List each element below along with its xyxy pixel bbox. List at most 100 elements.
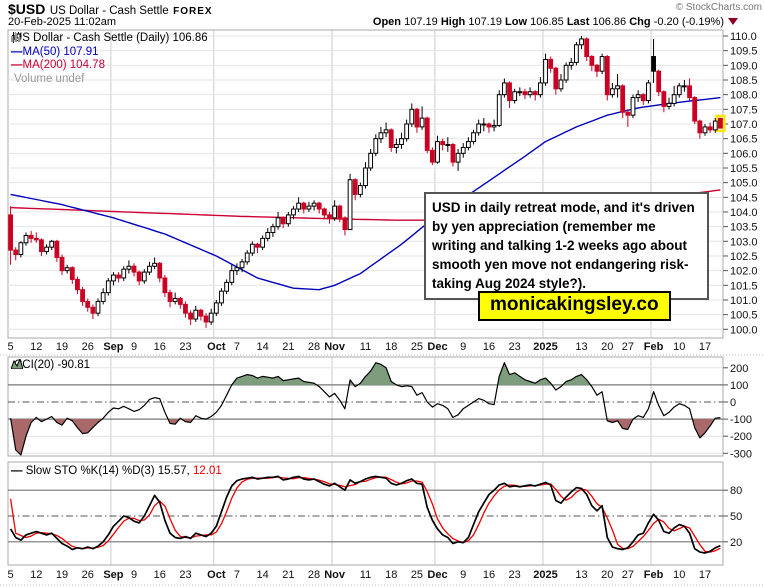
- axis-label: 19: [56, 569, 68, 581]
- candle-body: [507, 82, 512, 102]
- fill-above-threshold: [497, 362, 552, 385]
- candle-body: [311, 202, 317, 207]
- candle-body: [424, 117, 430, 151]
- candle-body: [414, 108, 420, 128]
- candle-body: [85, 300, 91, 308]
- axis-label: 103.0: [730, 236, 758, 248]
- open-label: Open: [372, 16, 402, 28]
- axis-label: 20: [730, 537, 742, 549]
- ma200-swatch: —: [11, 59, 23, 71]
- axis-label: Feb: [644, 569, 664, 581]
- axis-label: 27: [622, 569, 634, 581]
- candle-body: [13, 249, 19, 256]
- axis-label: 101.5: [730, 280, 758, 292]
- legend-volume-label[interactable]: Volume undef: [14, 72, 85, 85]
- candle-body: [193, 309, 199, 320]
- sto-label[interactable]: Slow STO %K(14) %D(3) 15.57,: [25, 465, 190, 477]
- axis-label: 21: [282, 569, 294, 581]
- candle-body: [419, 117, 425, 128]
- exchange: FOREX: [173, 6, 213, 17]
- change-down-triangle-icon: [728, 18, 738, 25]
- candle-body: [363, 167, 368, 187]
- axis-label: 10: [673, 341, 685, 353]
- bottom-x-axis: 5 12 19 26 Sep 9 16 23 Oct 7 14 21 28 Nov 11 18 25 Dec 9 16…: [0, 569, 764, 586]
- watermark-badge[interactable]: monicakingsley.co: [478, 291, 671, 321]
- axis-label: 7: [234, 341, 240, 353]
- candle-body: [687, 85, 692, 99]
- candle-body: [640, 94, 646, 102]
- candle-body: [64, 267, 70, 272]
- legend-main-label[interactable]: US Dollar - Cash Settle (Daily) 106.86: [14, 32, 208, 44]
- annotation-box[interactable]: USD in daily retreat mode, and it's driv…: [424, 192, 709, 300]
- candle-body: [393, 144, 399, 148]
- axis-label: 25: [411, 341, 423, 353]
- fill-below-threshold: [181, 419, 194, 423]
- candle-body: [481, 123, 487, 126]
- candle-body: [280, 217, 286, 225]
- axis-label: 101.0: [730, 295, 758, 307]
- axis-label: 110.0: [730, 31, 757, 43]
- fill-above-threshold: [357, 362, 397, 385]
- cci-legend: CCI(20) -90.81: [11, 359, 90, 371]
- header: $USD US Dollar - Cash Settle FOREX: [8, 1, 756, 17]
- candle-body: [18, 242, 24, 256]
- axis-label: 14: [256, 569, 268, 581]
- axis-label: 100.0: [730, 324, 758, 336]
- candle-body: [537, 82, 543, 96]
- last-value: 106.86: [592, 16, 627, 28]
- axis-label: 23: [509, 341, 521, 353]
- candle-body: [682, 85, 687, 88]
- candle-body: [316, 202, 322, 210]
- candle-body: [116, 274, 121, 279]
- candle-body: [465, 141, 471, 148]
- candle-body: [594, 64, 600, 72]
- candle-body: [327, 214, 332, 219]
- candle-body: [111, 274, 116, 282]
- axis-label: Dec: [427, 569, 447, 581]
- candle-body: [131, 265, 137, 273]
- axis-label: -100: [730, 414, 752, 426]
- candle-body: [44, 246, 49, 253]
- fill-above-threshold: [231, 374, 317, 385]
- legend-ma200-label[interactable]: MA(200) 104.78: [22, 59, 105, 71]
- legend-ma50-label[interactable]: MA(50) 107.91: [22, 45, 99, 58]
- axis-label: -200: [730, 431, 752, 443]
- candle-body: [568, 61, 574, 66]
- axis-label: 23: [179, 569, 191, 581]
- candle-body: [80, 289, 85, 302]
- low-label: Low: [505, 16, 528, 28]
- axis-label: 107.0: [730, 119, 758, 131]
- axis-label: 16: [154, 569, 166, 581]
- candle-body: [548, 58, 554, 69]
- candle-body: [460, 146, 466, 154]
- axis-label: 5: [8, 569, 14, 581]
- candle-body: [28, 234, 34, 239]
- candle-body: [255, 243, 260, 248]
- candle-body: [712, 120, 718, 131]
- candle-body: [445, 144, 451, 147]
- candle-body: [610, 88, 615, 96]
- candles[interactable]: [8, 36, 726, 328]
- axis-label: 11: [360, 569, 371, 581]
- axis-label: 106.0: [730, 148, 758, 160]
- candle-body: [347, 179, 353, 231]
- axis-label: 106.5: [730, 134, 758, 146]
- candle-body: [563, 64, 569, 81]
- high-label: High: [440, 16, 466, 28]
- panel-border: [7, 29, 724, 339]
- cci-label[interactable]: CCI(20) -90.81: [14, 359, 91, 371]
- candle-body: [671, 94, 677, 104]
- candle-body: [440, 141, 446, 146]
- axis-label: 9: [460, 341, 466, 353]
- copyright: © StockCharts.com: [675, 2, 762, 13]
- candle-body: [172, 298, 178, 302]
- axis-label: 50: [730, 511, 742, 523]
- sto-legend: — Slow STO %K(14) %D(3) 15.57, 12.01: [11, 465, 222, 477]
- candle-body: [615, 85, 620, 90]
- candle-body: [95, 300, 101, 314]
- candle-body: [553, 67, 559, 90]
- candle-body: [661, 91, 667, 107]
- axis-label: 13: [575, 341, 587, 353]
- candle-body: [399, 138, 404, 146]
